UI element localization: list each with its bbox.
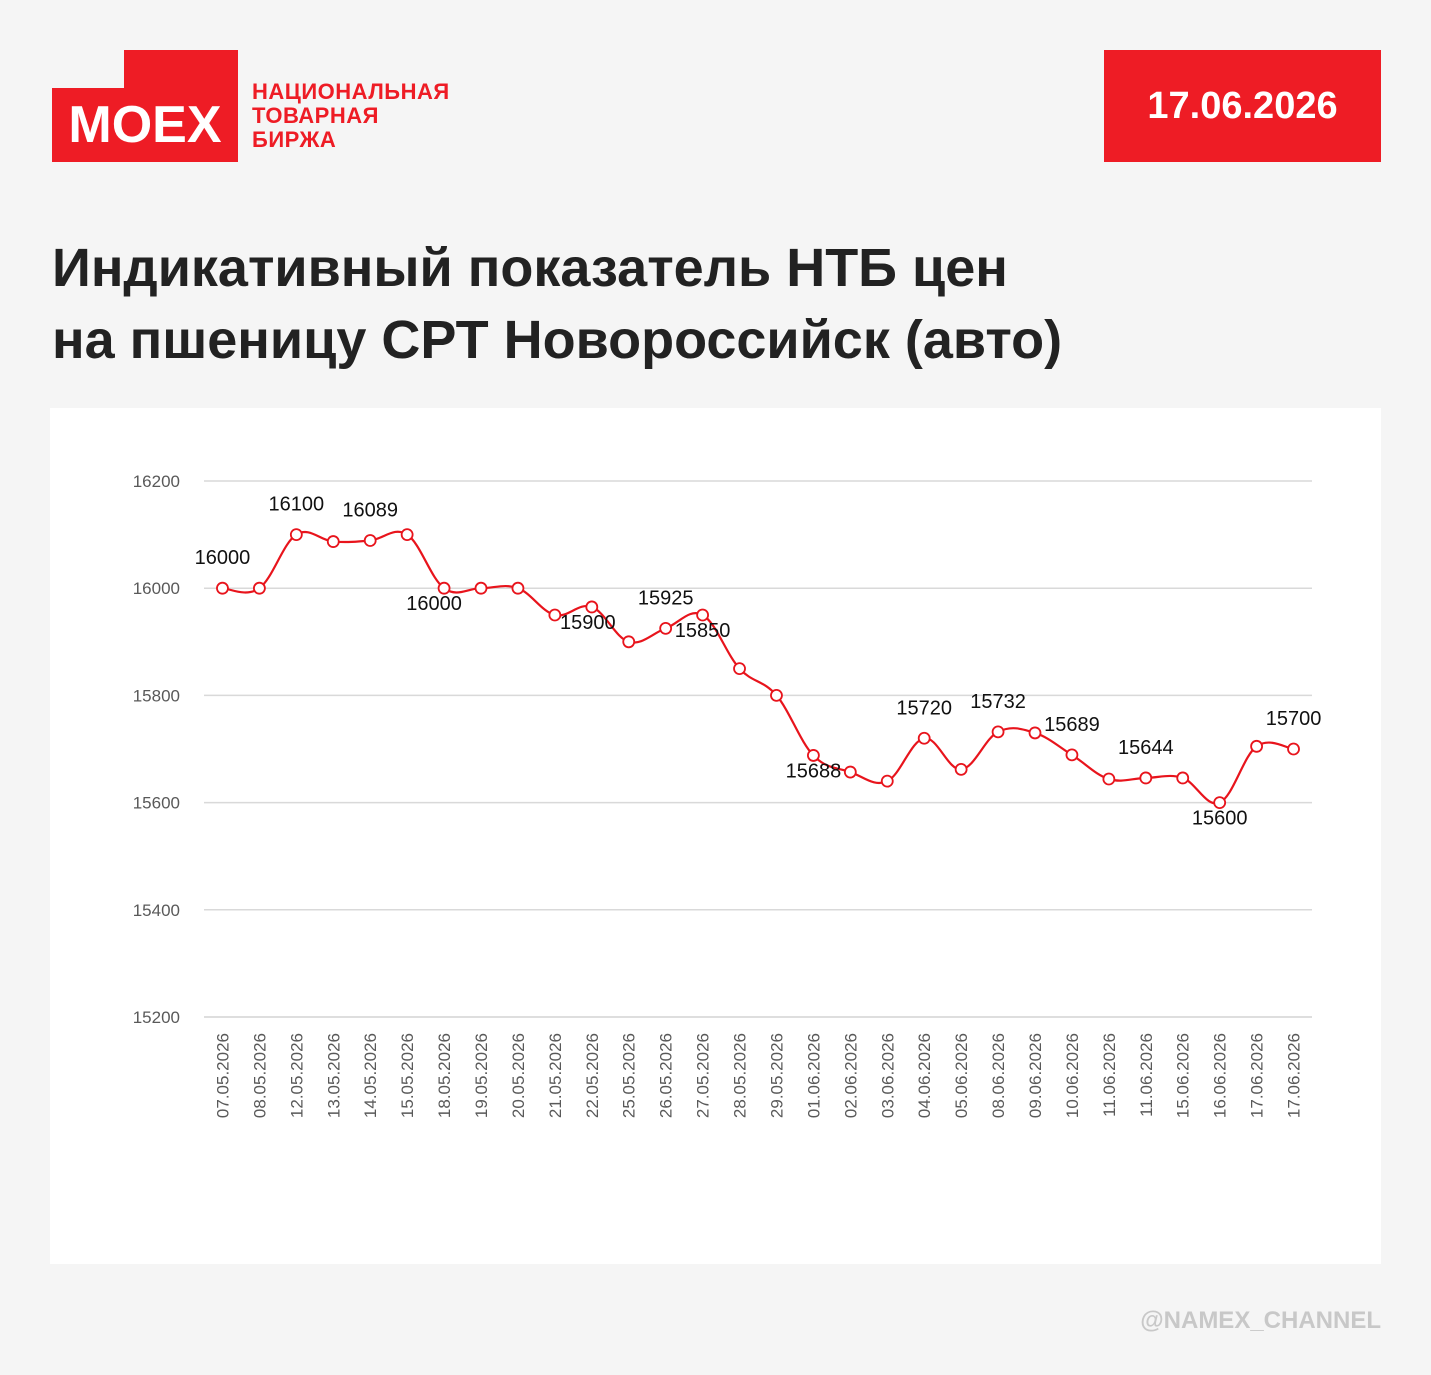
logo-block bbox=[52, 88, 238, 162]
x-tick-label: 10.06.2026 bbox=[1063, 1033, 1082, 1118]
data-point bbox=[511, 581, 525, 595]
page-title-line-2: на пшеницу СРТ Новороссийск (авто) bbox=[52, 310, 1063, 370]
data-point bbox=[252, 581, 266, 595]
series-line bbox=[222, 530, 1294, 805]
y-tick-label: 16000 bbox=[133, 579, 180, 598]
x-tick-label: 07.05.2026 bbox=[213, 1033, 232, 1118]
x-tick-label: 16.06.2026 bbox=[1211, 1033, 1230, 1118]
logo-subtitle-line-1: НАЦИОНАЛЬНАЯ bbox=[252, 79, 450, 104]
data-point bbox=[474, 581, 488, 595]
x-tick-label: 08.05.2026 bbox=[250, 1033, 269, 1118]
logo-block-top bbox=[124, 50, 238, 88]
logo-wordmark: MOEX bbox=[68, 96, 222, 154]
x-tick-label: 05.06.2026 bbox=[952, 1033, 971, 1118]
data-point bbox=[437, 581, 451, 595]
x-tick-label: 12.05.2026 bbox=[287, 1033, 306, 1118]
x-tick-label: 19.05.2026 bbox=[472, 1033, 491, 1118]
x-tick-label: 20.05.2026 bbox=[509, 1033, 528, 1118]
data-point bbox=[1139, 771, 1153, 785]
x-tick-label: 01.06.2026 bbox=[804, 1033, 823, 1118]
data-point bbox=[659, 621, 673, 635]
x-tick-label: 26.05.2026 bbox=[657, 1033, 676, 1118]
x-tick-label: 08.06.2026 bbox=[989, 1033, 1008, 1118]
date-badge: 17.06.2026 bbox=[1104, 50, 1381, 162]
x-tick-label: 28.05.2026 bbox=[731, 1033, 750, 1118]
data-point bbox=[548, 608, 562, 622]
data-label: 16089 bbox=[342, 499, 398, 521]
y-tick-label: 15800 bbox=[133, 686, 180, 705]
data-point bbox=[917, 731, 931, 745]
x-tick-label: 09.06.2026 bbox=[1026, 1033, 1045, 1118]
x-tick-label: 13.05.2026 bbox=[324, 1033, 343, 1118]
y-tick-label: 15600 bbox=[133, 794, 180, 813]
x-tick-label: 11.06.2026 bbox=[1100, 1033, 1119, 1117]
data-point bbox=[1250, 739, 1263, 753]
data-point bbox=[696, 608, 709, 622]
data-label: 15600 bbox=[1192, 808, 1248, 830]
data-label: 16100 bbox=[269, 494, 325, 516]
data-point bbox=[585, 600, 599, 614]
data-label: 15720 bbox=[896, 697, 952, 719]
page-title: Индикативный показатель НТБ цен на пшени… bbox=[52, 232, 1382, 376]
data-point bbox=[1102, 772, 1116, 786]
data-point bbox=[400, 528, 414, 541]
data-point bbox=[880, 774, 894, 788]
moex-logo: MOEX НАЦИОНАЛЬНАЯ ТОВАРНАЯ БИРЖА bbox=[52, 50, 492, 162]
y-tick-label: 15400 bbox=[133, 901, 180, 920]
data-label: 15925 bbox=[638, 587, 694, 609]
x-tick-label: 14.05.2026 bbox=[361, 1033, 380, 1118]
data-label: 15732 bbox=[970, 691, 1026, 713]
x-tick-label: 04.06.2026 bbox=[915, 1033, 934, 1118]
page-title-line-1: Индикативный показатель НТБ цен bbox=[52, 238, 1008, 298]
logo-subtitle-line-3: БИРЖА bbox=[252, 127, 337, 152]
data-point bbox=[991, 725, 1005, 739]
logo-subtitle: НАЦИОНАЛЬНАЯ ТОВАРНАЯ БИРЖА bbox=[252, 80, 450, 152]
y-tick-label: 16200 bbox=[133, 472, 180, 491]
channel-handle: @NAMEX_CHANNEL bbox=[1140, 1307, 1381, 1334]
data-point bbox=[363, 534, 377, 547]
data-point bbox=[1028, 726, 1042, 740]
chart-panel: 15200 15400 15600 15800 16000 16200 07.05.2026… bbox=[50, 408, 1381, 1264]
data-point bbox=[1065, 748, 1079, 762]
data-point bbox=[770, 688, 783, 702]
data-label: 16000 bbox=[406, 593, 462, 615]
x-tick-label: 21.05.2026 bbox=[546, 1033, 565, 1118]
y-tick-label: 15200 bbox=[133, 1008, 180, 1027]
x-tick-label: 15.06.2026 bbox=[1174, 1033, 1193, 1118]
x-tick-label: 11.06.2026 bbox=[1137, 1033, 1156, 1117]
x-tick-label: 25.05.2026 bbox=[620, 1033, 639, 1118]
x-tick-label: 02.06.2026 bbox=[841, 1033, 860, 1118]
line-chart: 15200 15400 15600 15800 16000 16200 07.05.2026… bbox=[133, 472, 1322, 1118]
data-point bbox=[622, 635, 636, 649]
data-point bbox=[807, 749, 820, 762]
x-tick-label: 18.05.2026 bbox=[435, 1033, 454, 1118]
data-label: 15700 bbox=[1266, 708, 1322, 730]
x-tick-label: 17.06.2026 bbox=[1248, 1033, 1267, 1118]
x-tick-label: 03.06.2026 bbox=[878, 1033, 897, 1118]
data-label: 15688 bbox=[786, 760, 842, 782]
data-point bbox=[1287, 742, 1300, 756]
x-tick-label: 29.05.2026 bbox=[767, 1033, 786, 1118]
data-point bbox=[216, 581, 229, 595]
data-label: 15900 bbox=[560, 612, 616, 634]
data-point bbox=[954, 762, 968, 776]
logo-subtitle-line-2: ТОВАРНАЯ bbox=[252, 103, 379, 128]
data-point bbox=[289, 528, 303, 541]
x-tick-label: 27.05.2026 bbox=[694, 1033, 713, 1118]
data-point bbox=[1213, 796, 1227, 810]
data-point bbox=[843, 765, 857, 779]
data-point bbox=[1176, 771, 1190, 785]
x-tick-label: 17.06.2026 bbox=[1285, 1033, 1304, 1118]
data-point bbox=[326, 535, 340, 548]
x-tick-label: 22.05.2026 bbox=[583, 1033, 602, 1118]
x-tick-label: 15.05.2026 bbox=[398, 1033, 417, 1118]
data-label: 15689 bbox=[1044, 714, 1100, 736]
data-label: 15644 bbox=[1118, 737, 1174, 759]
data-point bbox=[733, 662, 746, 676]
data-label: 15850 bbox=[675, 620, 731, 642]
data-label: 16000 bbox=[195, 547, 251, 569]
